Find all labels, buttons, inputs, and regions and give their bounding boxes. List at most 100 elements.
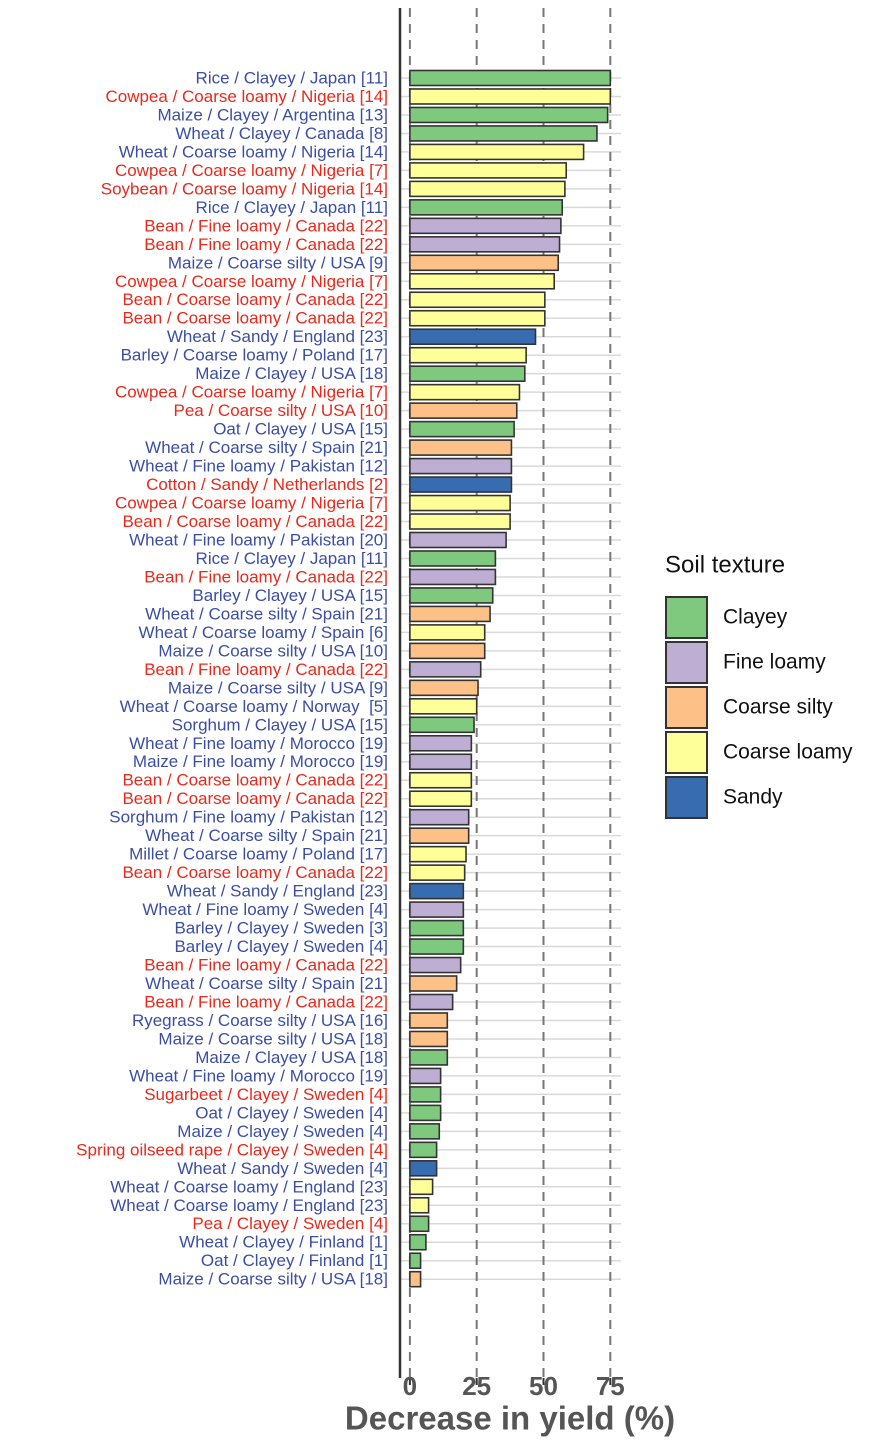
y-tick-label: Wheat / Coarse silty / Spain [21] — [145, 826, 388, 845]
y-tick-label: Oat / Clayey / Finland [1] — [201, 1251, 388, 1270]
bar — [409, 457, 513, 475]
bar — [409, 420, 515, 438]
bar — [409, 1141, 438, 1159]
bar — [409, 1067, 442, 1085]
bar — [409, 661, 482, 678]
y-tick-label: Maize / Clayey / Argentina [13] — [157, 105, 388, 124]
bar — [409, 734, 473, 752]
y-tick-label: Rice / Clayey / Japan [11] — [196, 68, 388, 87]
y-tick-label: Wheat / Coarse loamy / Norway [5] — [120, 697, 388, 716]
bar — [409, 845, 467, 863]
legend-label: Clayey — [723, 606, 788, 629]
bar — [409, 938, 465, 955]
legend-label: Sandy — [723, 786, 783, 809]
legend-label: Coarse loamy — [723, 741, 853, 764]
x-tick-label: 0 — [403, 1371, 417, 1401]
bar — [409, 383, 521, 401]
legend-swatch — [665, 641, 708, 684]
bar — [409, 439, 513, 456]
y-tick-label: Maize / Coarse silty / USA [10] — [158, 641, 388, 660]
bar — [409, 1233, 427, 1251]
y-tick-label: Barley / Clayey / USA [15] — [192, 586, 388, 605]
y-tick-label: Maize / Fine loamy / Morocco [19] — [133, 752, 388, 771]
y-tick-label: Wheat / Coarse silty / Spain [21] — [145, 604, 388, 623]
y-tick-label: Bean / Coarse loamy / Canada [22] — [122, 309, 388, 328]
y-tick-label: Cowpea / Coarse loamy / Nigeria [7] — [115, 272, 388, 291]
bar — [409, 531, 507, 549]
bar — [409, 1252, 422, 1270]
bar — [409, 864, 466, 881]
legend-label: Coarse silty — [723, 696, 833, 719]
bar — [409, 1086, 442, 1103]
y-tick-label: Maize / Clayey / Sweden [4] — [177, 1122, 388, 1141]
y-tick-label: Wheat / Fine loamy / Pakistan [20] — [129, 530, 388, 549]
bar — [409, 1196, 430, 1214]
y-tick-label: Bean / Fine loamy / Canada [22] — [144, 992, 388, 1011]
y-tick-label: Soybean / Coarse loamy / Nigeria [14] — [101, 179, 388, 198]
y-tick-label: Barley / Clayey / Sweden [4] — [174, 937, 388, 956]
bar — [409, 88, 612, 105]
bar — [409, 106, 609, 124]
legend-swatch — [665, 596, 708, 639]
y-tick-label: Cowpea / Coarse loamy / Nigeria [14] — [105, 87, 388, 106]
bar — [409, 143, 585, 161]
y-tick-label: Spring oilseed rape / Clayey / Sweden [4… — [76, 1140, 388, 1159]
bar — [409, 309, 546, 327]
y-tick-label: Rice / Clayey / Japan [11] — [196, 549, 388, 568]
y-tick-label: Oat / Clayey / USA [15] — [213, 420, 388, 439]
y-tick-label: Maize / Coarse silty / USA [18] — [158, 1029, 388, 1048]
y-tick-label: Maize / Coarse silty / USA [18] — [158, 1270, 388, 1289]
y-tick-label: Wheat / Fine loamy / Morocco [19] — [129, 734, 388, 753]
y-tick-label: Sorghum / Clayey / USA [15] — [172, 715, 388, 734]
y-tick-label: Wheat / Coarse loamy / Spain [6] — [139, 623, 388, 642]
bar — [409, 1215, 430, 1233]
bar — [409, 1012, 449, 1029]
y-tick-label: Wheat / Sandy / England [23] — [167, 882, 388, 901]
y-tick-label: Wheat / Sandy / England [23] — [167, 327, 388, 346]
bar — [409, 771, 473, 789]
y-tick-label: Pea / Coarse silty / USA [10] — [174, 401, 388, 420]
y-tick-label: Cotton / Sandy / Netherlands [2] — [146, 475, 388, 494]
x-tick-label: 75 — [596, 1371, 625, 1401]
y-tick-label: Wheat / Sandy / Sweden [4] — [177, 1159, 388, 1178]
bar — [409, 476, 513, 493]
y-tick-label: Maize / Clayey / USA [18] — [195, 1048, 388, 1067]
bar — [409, 1049, 449, 1066]
bar — [409, 217, 562, 235]
y-tick-label: Rice / Clayey / Japan [11] — [196, 198, 388, 217]
y-tick-label: Wheat / Coarse loamy / Nigeria [14] — [119, 142, 388, 161]
y-tick-label: Maize / Coarse silty / USA [9] — [168, 678, 388, 697]
y-tick-label: Cowpea / Coarse loamy / Nigeria [7] — [115, 383, 388, 402]
bar — [409, 808, 470, 826]
bar — [409, 587, 494, 604]
bar — [409, 346, 527, 364]
y-tick-label: Barley / Clayey / Sweden [3] — [174, 919, 388, 938]
y-tick-label: Bean / Fine loamy / Canada [22] — [144, 235, 388, 254]
bar — [409, 605, 491, 623]
bar — [409, 1104, 442, 1122]
bar — [409, 180, 566, 198]
y-tick-label: Bean / Coarse loamy / Canada [22] — [122, 789, 388, 808]
bar — [409, 272, 555, 290]
legend-title: Soil texture — [665, 551, 785, 578]
bar — [409, 1270, 422, 1288]
y-tick-label: Bean / Coarse loamy / Canada [22] — [122, 290, 388, 309]
bar — [409, 125, 598, 142]
y-tick-label: Wheat / Fine loamy / Sweden [4] — [142, 900, 388, 919]
bar — [409, 975, 458, 992]
y-tick-label: Maize / Coarse silty / USA [9] — [168, 253, 388, 272]
y-tick-label: Bean / Fine loamy / Canada [22] — [144, 567, 388, 586]
y-tick-label: Sorghum / Fine loamy / Pakistan [12] — [109, 808, 388, 827]
y-tick-label: Wheat / Coarse silty / Spain [21] — [145, 438, 388, 457]
legend-swatch — [665, 776, 708, 819]
y-tick-label: Ryegrass / Coarse silty / USA [16] — [132, 1011, 388, 1030]
bar — [409, 919, 465, 937]
bar — [409, 679, 479, 697]
x-axis-label: Decrease in yield (%) — [345, 1400, 675, 1437]
y-tick-label: Oat / Clayey / Sweden [4] — [195, 1103, 388, 1122]
y-tick-label: Sugarbeet / Clayey / Sweden [4] — [144, 1085, 388, 1104]
bar — [409, 698, 478, 715]
bar — [409, 1030, 449, 1048]
bar — [409, 236, 561, 253]
